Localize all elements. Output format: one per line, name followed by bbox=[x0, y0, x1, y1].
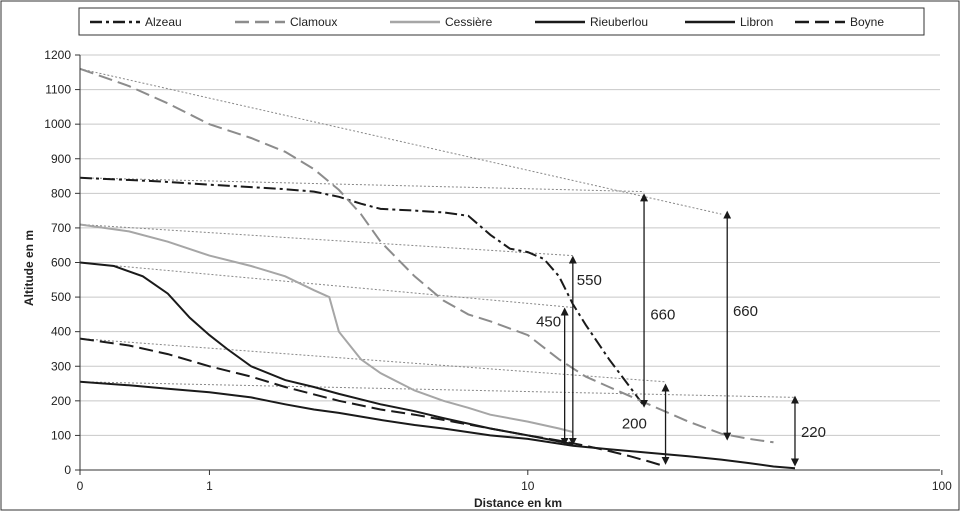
y-tick-label: 200 bbox=[51, 394, 71, 408]
x-axis-label: Distance en km bbox=[474, 496, 562, 510]
series-line-cessière bbox=[79, 223, 574, 433]
y-tick-label: 400 bbox=[51, 325, 71, 339]
guide-line bbox=[79, 381, 795, 398]
annotation-label: 450 bbox=[536, 313, 561, 330]
series-line-alzeau bbox=[79, 176, 645, 407]
annotation-label: 660 bbox=[733, 303, 758, 320]
x-tick-label: 100 bbox=[932, 479, 952, 493]
annotation-label: 660 bbox=[650, 306, 675, 323]
legend-label: Clamoux bbox=[290, 15, 337, 29]
x-tick-label: 1 bbox=[206, 479, 213, 493]
y-tick-label: 600 bbox=[51, 256, 71, 270]
y-tick-label: 700 bbox=[51, 221, 71, 235]
x-tick-label: 10 bbox=[521, 479, 535, 493]
series-line-boyne bbox=[79, 337, 666, 468]
y-tick-label: 500 bbox=[51, 290, 71, 304]
series-line-rieuberlou bbox=[79, 261, 573, 446]
annotation-label: 550 bbox=[577, 272, 602, 289]
guide-line bbox=[79, 262, 573, 308]
y-tick-label: 1200 bbox=[44, 48, 71, 62]
annotations: 550 450 660 660 200 220 bbox=[536, 193, 826, 467]
y-tick-label: 100 bbox=[51, 428, 71, 442]
legend-label: Cessière bbox=[445, 15, 493, 29]
legend-box bbox=[78, 7, 925, 36]
y-tick-label: 0 bbox=[64, 463, 71, 477]
x-tick-label: 0 bbox=[77, 479, 84, 493]
guide-line bbox=[79, 68, 722, 215]
legend-label: Alzeau bbox=[145, 15, 182, 29]
annotation-label: 200 bbox=[622, 415, 647, 432]
y-tick-label: 1100 bbox=[45, 83, 71, 97]
legend: Alzeau Clamoux Cessière Rieuberlou Libron Boy… bbox=[78, 7, 925, 36]
axes: 0100200300400500600700800900100011001200… bbox=[44, 48, 952, 493]
annotation-label: 220 bbox=[801, 424, 826, 441]
legend-label: Libron bbox=[740, 15, 773, 29]
y-tick-label: 900 bbox=[51, 152, 71, 166]
legend-label: Rieuberlou bbox=[590, 15, 648, 29]
y-tick-label: 1000 bbox=[44, 117, 71, 131]
y-tick-label: 300 bbox=[51, 359, 71, 373]
series-line-libron bbox=[79, 380, 796, 470]
y-axis-label: Altitude en m bbox=[22, 230, 36, 306]
legend-label: Boyne bbox=[850, 15, 884, 29]
y-tick-label: 800 bbox=[51, 186, 71, 200]
